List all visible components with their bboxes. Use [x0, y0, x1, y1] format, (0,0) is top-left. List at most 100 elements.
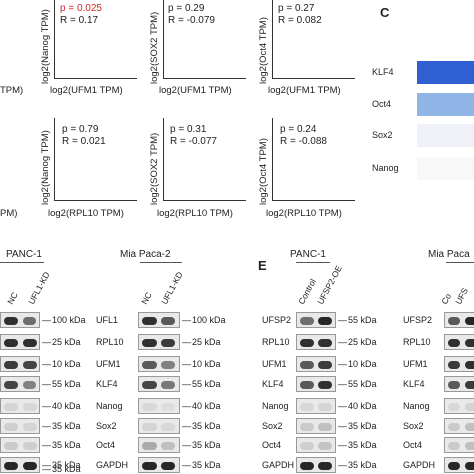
p-value: p = 0.24 — [280, 124, 317, 135]
protein-band — [318, 339, 332, 347]
blot-strip-e-left — [296, 334, 336, 350]
protein-band — [300, 403, 314, 411]
blot-strip-e-left — [296, 356, 336, 372]
protein-band — [300, 442, 314, 450]
lane-label: UFSP2-OE — [315, 263, 344, 306]
protein-label: KLF4 — [262, 379, 284, 389]
protein-band — [448, 361, 460, 369]
lane-label: UFL1-KD — [26, 270, 52, 306]
heatmap-row-label: Sox2 — [372, 130, 393, 140]
protein-label: UFSP2 — [262, 315, 292, 325]
protein-label: UFL1 — [96, 315, 119, 325]
blot-strip-d-right — [138, 398, 180, 414]
protein-label: Oct4 — [96, 440, 116, 450]
protein-label: Nanog — [262, 401, 289, 411]
heatmap-cell — [417, 124, 474, 147]
ylabel-nanog: log2(Nanog TPM) — [40, 130, 51, 205]
kda-marker: 10 kDa — [42, 359, 81, 369]
protein-band — [300, 361, 314, 369]
protein-band — [300, 339, 314, 347]
blot-strip-d-right — [138, 376, 180, 392]
protein-band — [318, 361, 332, 369]
protein-band — [465, 403, 474, 411]
protein-band — [448, 442, 460, 450]
p-value: p = 0.79 — [62, 124, 99, 135]
blot-strip-d-left — [0, 418, 40, 434]
blot-strip-e-right — [444, 376, 474, 392]
protein-band — [161, 442, 175, 450]
kda-marker: 35 kDa — [182, 460, 221, 470]
protein-band — [161, 381, 175, 389]
protein-band — [318, 381, 332, 389]
stat-ufm1-nanog: p = 0.025 R = 0.17 — [60, 3, 102, 27]
protein-band — [161, 423, 175, 431]
blot-strip-e-left — [296, 398, 336, 414]
blot-strip-e-right — [444, 457, 474, 473]
protein-label: KLF4 — [96, 379, 118, 389]
row2-left-fragment: PM) — [0, 208, 18, 219]
protein-band — [23, 442, 37, 450]
protein-label: UFSP2 — [403, 315, 433, 325]
blot-strip-d-left — [0, 376, 40, 392]
kda-marker: 35 kDa — [182, 440, 221, 450]
kda-marker: 40 kDa — [182, 401, 221, 411]
protein-label: UFM1 — [262, 359, 287, 369]
kda-marker: 55 kDa — [182, 379, 221, 389]
row1-left-fragment: TPM) — [0, 85, 24, 96]
lane-label: UFS — [453, 286, 470, 306]
scatter-plot-ufm1-oct4 — [272, 0, 355, 79]
ylabel-oct4: log2(Oct4 TPM) — [258, 17, 269, 84]
heatmap-row-label: KLF4 — [372, 67, 394, 77]
protein-band — [465, 442, 474, 450]
protein-band — [300, 462, 314, 470]
lane-label: NC — [5, 290, 20, 306]
blot-title: PANC-1 — [6, 249, 42, 260]
protein-band — [142, 403, 157, 411]
blot-strip-e-left — [296, 312, 336, 328]
xlabel-rpl10: log2(RPL10 TPM) — [48, 208, 124, 219]
r-value: R = 0.17 — [60, 15, 99, 26]
kda-marker: 35 kDa — [182, 421, 221, 431]
protein-band — [4, 381, 18, 389]
protein-band — [318, 442, 332, 450]
blot-strip-d-left — [0, 437, 40, 453]
r-value: R = -0.077 — [170, 136, 217, 147]
protein-label: Oct4 — [403, 440, 423, 450]
kda-marker: 10 kDa — [338, 359, 377, 369]
protein-label: Sox2 — [403, 421, 424, 431]
protein-band — [142, 339, 157, 347]
protein-band — [161, 462, 175, 470]
protein-band — [23, 317, 36, 325]
blot-strip-d-left — [0, 398, 40, 414]
protein-band — [448, 403, 460, 411]
blot-strip-d-right — [138, 312, 180, 328]
blot-strip-e-left — [296, 457, 336, 473]
blot-strip-d-right — [138, 356, 180, 372]
title-underline — [446, 262, 474, 263]
heatmap-cell — [417, 157, 474, 180]
protein-band — [23, 381, 36, 389]
protein-band — [142, 462, 157, 470]
p-value: p = 0.025 — [60, 3, 102, 14]
protein-label: RPL10 — [403, 337, 431, 347]
protein-band — [23, 403, 37, 411]
heatmap-row-label: Nanog — [372, 163, 399, 173]
kda-marker: 100 kDa — [42, 315, 86, 325]
stat-rpl10-oct4: p = 0.24 R = -0.088 — [280, 124, 327, 148]
ylabel-sox2: log2(SOX2 TPM) — [149, 11, 160, 84]
scatter-plot-ufm1-nanog — [54, 0, 137, 79]
protein-band — [4, 317, 18, 325]
xlabel-rpl10: log2(RPL10 TPM) — [266, 208, 342, 219]
protein-band — [161, 361, 175, 369]
blot-title: PANC-1 — [290, 249, 326, 260]
blot-title: Mia Paca-2 — [120, 249, 171, 260]
kda-marker: 35 kDa — [42, 440, 81, 450]
protein-label: RPL10 — [262, 337, 290, 347]
blot-strip-d-left — [0, 457, 40, 473]
blot-strip-d-right — [138, 418, 180, 434]
protein-label: UFM1 — [403, 359, 428, 369]
lane-label: Co — [439, 291, 454, 306]
kda-marker: 25 kDa — [338, 337, 377, 347]
ylabel-sox2: log2(SOX2 TPM) — [149, 132, 160, 205]
protein-band — [4, 339, 18, 347]
